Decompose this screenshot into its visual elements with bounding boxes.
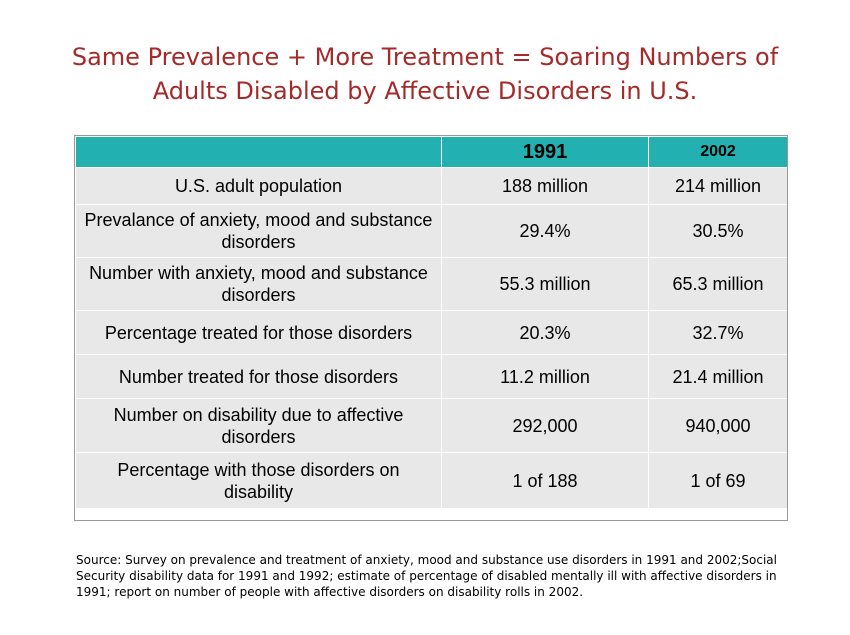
value-2002: 214 million — [648, 167, 788, 205]
row-label: Percentage treated for those disorders — [75, 310, 442, 355]
table-header-row: 1991 2002 — [75, 136, 788, 168]
row-label: Prevalance of anxiety, mood and substanc… — [75, 204, 442, 258]
table-row: U.S. adult population 188 million 214 mi… — [75, 167, 788, 205]
value-1991: 1 of 188 — [441, 452, 649, 509]
table-row: Percentage with those disorders on disab… — [75, 452, 788, 509]
table-row: Prevalance of anxiety, mood and substanc… — [75, 204, 788, 258]
value-1991: 29.4% — [441, 204, 649, 258]
title-line-1: Same Prevalence + More Treatment = Soari… — [71, 43, 779, 71]
table-row: Number on disability due to affective di… — [75, 398, 788, 453]
table-row: Number treated for those disorders 11.2 … — [75, 354, 788, 399]
row-label: Number treated for those disorders — [75, 354, 442, 399]
value-1991: 20.3% — [441, 310, 649, 355]
value-2002: 30.5% — [648, 204, 788, 258]
header-cell-label — [75, 136, 442, 168]
row-label: U.S. adult population — [75, 167, 442, 205]
value-1991: 188 million — [441, 167, 649, 205]
value-1991: 55.3 million — [441, 257, 649, 311]
value-1991: 11.2 million — [441, 354, 649, 399]
value-1991: 292,000 — [441, 398, 649, 453]
row-label: Number on disability due to affective di… — [75, 398, 442, 453]
value-2002: 940,000 — [648, 398, 788, 453]
source-note: Source: Survey on prevalence and treatme… — [76, 553, 777, 599]
table-row: Percentage treated for those disorders 2… — [75, 310, 788, 355]
row-label: Percentage with those disorders on disab… — [75, 452, 442, 509]
header-cell-1991: 1991 — [441, 136, 649, 168]
title-line-2: Adults Disabled by Affective Disorders i… — [152, 77, 698, 105]
value-2002: 32.7% — [648, 310, 788, 355]
table-row: Number with anxiety, mood and substance … — [75, 257, 788, 311]
header-cell-2002: 2002 — [648, 136, 788, 168]
data-table: 1991 2002 U.S. adult population 188 mill… — [75, 136, 788, 509]
value-2002: 1 of 69 — [648, 452, 788, 509]
value-2002: 21.4 million — [648, 354, 788, 399]
row-label: Number with anxiety, mood and substance … — [75, 257, 442, 311]
value-2002: 65.3 million — [648, 257, 788, 311]
slide-title: Same Prevalence + More Treatment = Soari… — [0, 40, 850, 108]
